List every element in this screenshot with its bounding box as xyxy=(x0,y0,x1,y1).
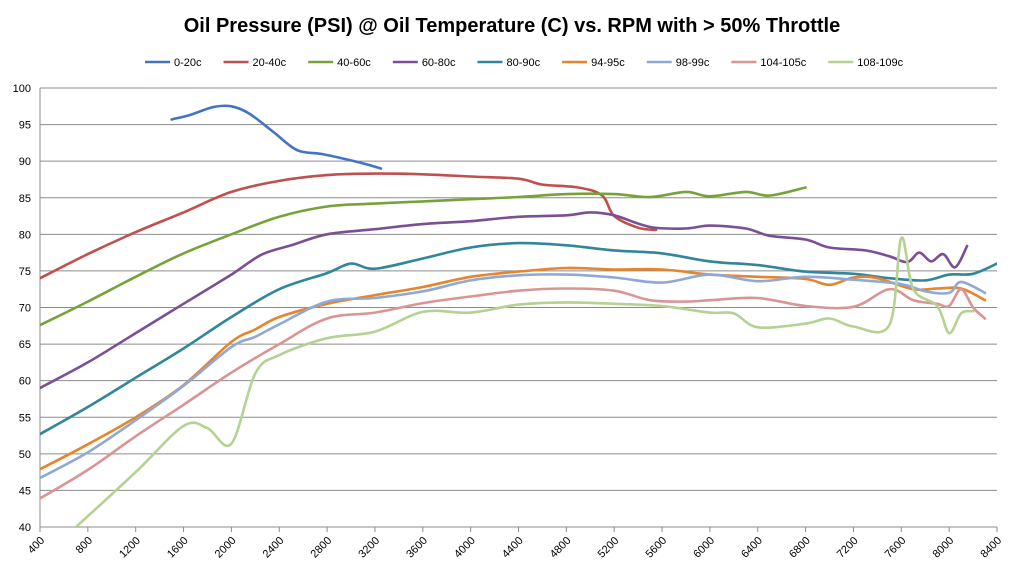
y-tick-label: 55 xyxy=(19,412,31,424)
y-tick-label: 40 xyxy=(19,522,31,534)
y-tick-label: 70 xyxy=(19,303,31,315)
legend-label: 0-20c xyxy=(174,57,202,69)
y-tick-label: 75 xyxy=(19,266,31,278)
series-line-98-99c xyxy=(40,273,987,480)
series-line-80-90c xyxy=(40,241,997,436)
legend-label: 20-40c xyxy=(253,57,287,69)
y-tick-label: 85 xyxy=(19,193,31,205)
y-tick-label: 60 xyxy=(19,376,31,388)
legend-label: 94-95c xyxy=(591,57,625,69)
legend: 0-20c 20-40c 40-60c 60-80c 80-90c 94-95c 98-99… xyxy=(145,57,904,69)
series-line-0-20c xyxy=(170,104,383,170)
y-tick-label: 80 xyxy=(19,229,31,241)
axes xyxy=(39,88,998,532)
series-line-108-109c xyxy=(74,236,975,527)
series-line-20-40c xyxy=(40,172,658,280)
series-lines xyxy=(40,104,997,527)
y-tick-label: 95 xyxy=(19,120,31,132)
y-axis-tick-labels: 40 45 50 55 60 65 70 75 80 85 90 95 100 xyxy=(13,83,31,534)
legend-label: 80-90c xyxy=(506,57,540,69)
y-tick-label: 100 xyxy=(13,83,31,95)
series-line-94-95c xyxy=(40,266,987,471)
legend-label: 60-80c xyxy=(422,57,456,69)
gridlines xyxy=(40,87,997,491)
legend-label: 108-109c xyxy=(857,57,903,69)
y-tick-label: 45 xyxy=(19,485,31,497)
legend-label: 104-105c xyxy=(760,57,806,69)
chart-title: Oil Pressure (PSI) @ Oil Temperature (C)… xyxy=(184,15,841,37)
legend-label: 40-60c xyxy=(337,57,371,69)
y-tick-label: 90 xyxy=(19,156,31,168)
series-line-40-60c xyxy=(40,186,807,327)
legend-label: 98-99c xyxy=(676,57,710,69)
y-tick-label: 50 xyxy=(19,449,31,461)
y-tick-label: 65 xyxy=(19,339,31,351)
